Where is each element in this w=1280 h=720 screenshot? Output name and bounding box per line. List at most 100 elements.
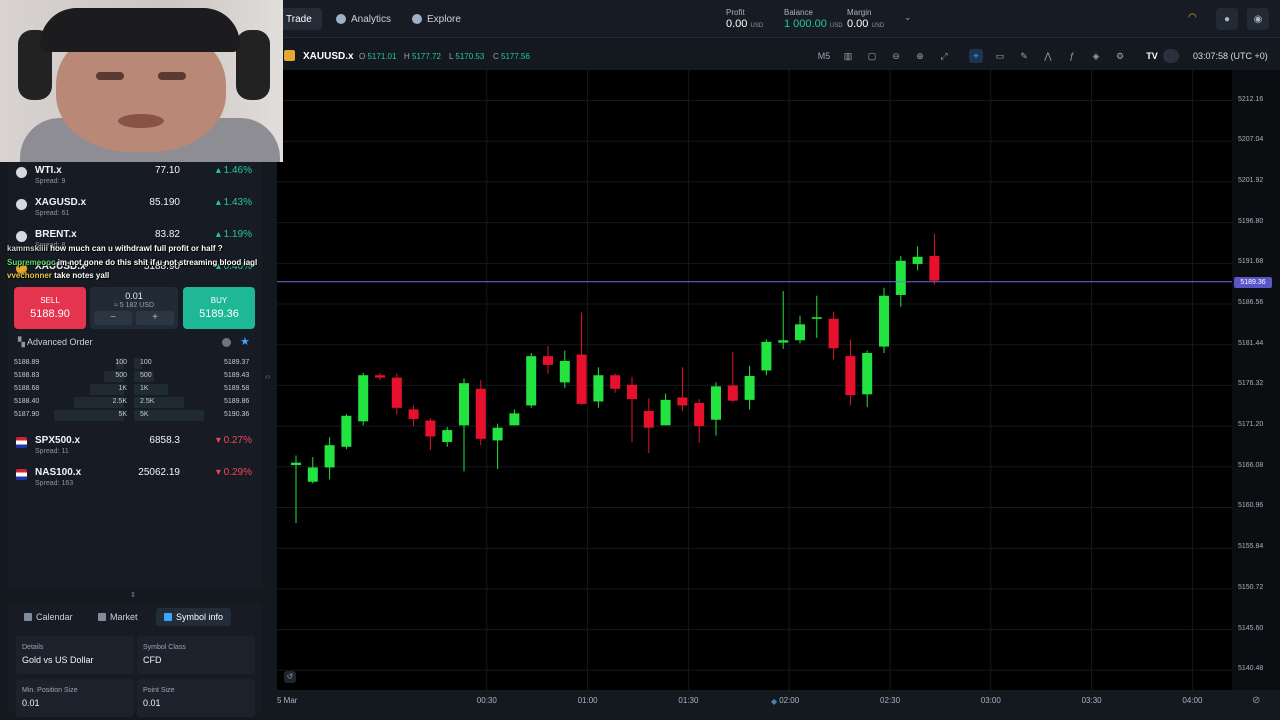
ohlc-high: H 5177.72 <box>404 52 441 61</box>
trendline-icon[interactable]: ⋀ <box>1044 51 1052 61</box>
order-book-row[interactable]: 5188.40 2.5K 2.5K 5189.86 <box>14 396 254 409</box>
headphone-right <box>236 30 270 100</box>
tab-analytics-label: Analytics <box>351 13 392 25</box>
tab-symbol-info[interactable]: Symbol info <box>156 608 232 626</box>
tab-trade[interactable]: Trade <box>276 8 322 30</box>
watchlist-row[interactable]: NAS100.x Spread: 163 25062.19 ▾ 0.29% <box>8 464 262 496</box>
quantity-plus-button[interactable]: + <box>136 311 174 325</box>
webcam-eye-left <box>96 72 124 80</box>
margin-label: Margin <box>847 8 872 17</box>
indicators-icon[interactable]: ƒ <box>1069 51 1075 61</box>
symbol-price: 85.190 <box>149 197 180 208</box>
time-tick-label: 02:00 <box>779 696 800 705</box>
order-book-row[interactable]: 5188.68 1K 1K 5189.58 <box>14 383 254 396</box>
candle-bearish <box>627 384 637 400</box>
watchlist-row[interactable]: XAGUSD.x Spread: 61 85.190 ▴ 1.43% <box>8 194 262 226</box>
collapse-panel-icon[interactable]: ‹› <box>265 372 271 381</box>
favorite-star-icon[interactable]: ★ <box>240 336 250 348</box>
watchlist-row[interactable]: BRENT.x Spread: 8 83.82 ▴ 1.19% <box>8 226 262 258</box>
quantity-usd: ≈ 5 182 USD <box>113 302 155 309</box>
notification-bell-icon[interactable]: ● <box>1216 8 1238 30</box>
headband <box>40 8 240 52</box>
market-icon <box>98 613 106 621</box>
watchlist-row-selected[interactable]: XAUUSD.x 5188.90 ▴ 0.46% <box>8 258 262 290</box>
price-tick-label: 5166.08 <box>1238 461 1264 469</box>
order-book-row[interactable]: 5188.89 100 100 5189.37 <box>14 357 254 370</box>
account-dropdown-chevron-icon[interactable]: ⌄ <box>904 12 912 22</box>
price-chart[interactable] <box>277 70 1232 690</box>
order-book-row[interactable]: 5188.83 500 500 5189.43 <box>14 370 254 383</box>
ask-price: 5189.37 <box>224 359 250 366</box>
user-profile-icon[interactable]: ◉ <box>1247 8 1269 30</box>
zoom-out-icon[interactable]: ⊖ <box>892 51 900 61</box>
order-book-row[interactable]: 5187.90 5K 5K 5190.36 <box>14 409 254 422</box>
price-axis[interactable]: 5212.16 5207.04 5201.92 5196.80 5191.68 5186.… <box>1232 70 1280 690</box>
candle-bearish <box>643 411 654 428</box>
chat-message: Supremeooc im not gone do this shit if u… <box>7 258 258 267</box>
quantity-minus-button[interactable]: − <box>94 311 132 325</box>
sell-label: SELL <box>40 296 60 305</box>
chat-message: kammskiiii how much can u withdrawl full… <box>7 244 223 253</box>
candle-bearish <box>425 420 436 437</box>
analytics-icon <box>336 14 346 24</box>
pencil-icon[interactable]: ✎ <box>1020 51 1028 61</box>
ask-price: 5189.86 <box>224 398 250 405</box>
watchlist-row[interactable]: SPX500.x Spread: 11 6858.3 ▾ 0.27% <box>8 432 262 464</box>
depth-bar-bid <box>74 397 124 408</box>
buy-price: 5189.36 <box>199 308 239 320</box>
candle-bullish <box>761 341 772 371</box>
candle-bearish <box>828 318 839 349</box>
tab-explore[interactable]: Explore <box>402 8 471 30</box>
timeframe-selector[interactable]: M5 <box>817 51 831 61</box>
rectangle-icon[interactable]: ▢ <box>867 51 877 61</box>
toggle-switch[interactable] <box>1163 49 1179 63</box>
price-tick-label: 5212.16 <box>1238 95 1264 103</box>
buy-button[interactable]: BUY 5189.36 <box>183 287 255 329</box>
fullscreen-icon[interactable]: ⤢ <box>940 51 948 61</box>
ask-price: 5189.43 <box>224 372 250 379</box>
tab-market[interactable]: Market <box>90 608 146 626</box>
tab-calendar-label: Calendar <box>36 612 73 622</box>
reset-chart-icon[interactable]: ↺ <box>284 671 296 683</box>
webcam-eye-right <box>158 72 186 80</box>
sell-button[interactable]: SELL 5188.90 <box>14 287 86 329</box>
candle-type-icon[interactable]: ▥ <box>843 51 853 61</box>
quantity-stepper[interactable]: 0.01 ≈ 5 182 USD − + <box>90 287 178 329</box>
zoom-in-icon[interactable]: ⊕ <box>916 51 924 61</box>
settings-gear-icon[interactable]: ⚙ <box>1115 51 1125 61</box>
oil-flag-icon <box>16 231 27 242</box>
panel-resize-handle-icon[interactable]: ⇕ <box>130 592 136 599</box>
symbol-change: ▴ 0.46% <box>215 261 252 272</box>
advanced-order-label: Advanced Order <box>26 337 93 347</box>
depth-bar-ask <box>134 384 168 395</box>
info-icon[interactable] <box>222 338 231 347</box>
symbol-spread: Spread: 163 <box>35 480 74 487</box>
symbol-name: WTI.x <box>35 165 62 176</box>
watchlist-row[interactable]: WTI.x Spread: 9 77.10 ▴ 1.46% <box>8 162 262 194</box>
time-tick-label: 01:30 <box>678 696 699 705</box>
candle-bullish <box>442 430 453 442</box>
symbol-spread: Spread: 11 <box>35 448 69 455</box>
layers-icon[interactable]: ◈ <box>1092 51 1100 61</box>
candle-bullish <box>711 386 721 420</box>
candle-bearish <box>408 409 419 419</box>
tab-market-label: Market <box>110 612 138 622</box>
time-axis[interactable]: 5 Mar 00:30 01:00 01:30 02:00 02:30 03:00 03:30… <box>277 690 1280 714</box>
chart-symbol[interactable]: XAUUSD.x <box>303 51 354 62</box>
horizontal-line-icon[interactable]: ▭ <box>995 51 1005 61</box>
price-tick-label: 5145.60 <box>1238 624 1264 632</box>
candlestick-chart[interactable] <box>277 70 1232 690</box>
price-tick-label: 5207.04 <box>1238 136 1264 144</box>
depth-bar-bid <box>116 358 124 369</box>
chart-settings-icon[interactable]: ⊘ <box>1252 695 1261 706</box>
ask-volume: 2.5K <box>140 398 155 405</box>
tab-calendar[interactable]: Calendar <box>16 608 81 626</box>
quantity-value[interactable]: 0.01 <box>125 291 143 301</box>
bid-volume: 1K <box>118 385 127 392</box>
wifi-icon: ◠ <box>1188 12 1197 23</box>
crosshair-icon[interactable]: ⌖ <box>969 49 983 63</box>
tab-analytics[interactable]: Analytics <box>326 8 401 30</box>
candle-bearish <box>543 356 553 365</box>
scroll-to-latest-icon[interactable]: ◆ <box>771 697 778 706</box>
advanced-order-toggle[interactable]: ▚ Advanced Order <box>18 337 92 348</box>
